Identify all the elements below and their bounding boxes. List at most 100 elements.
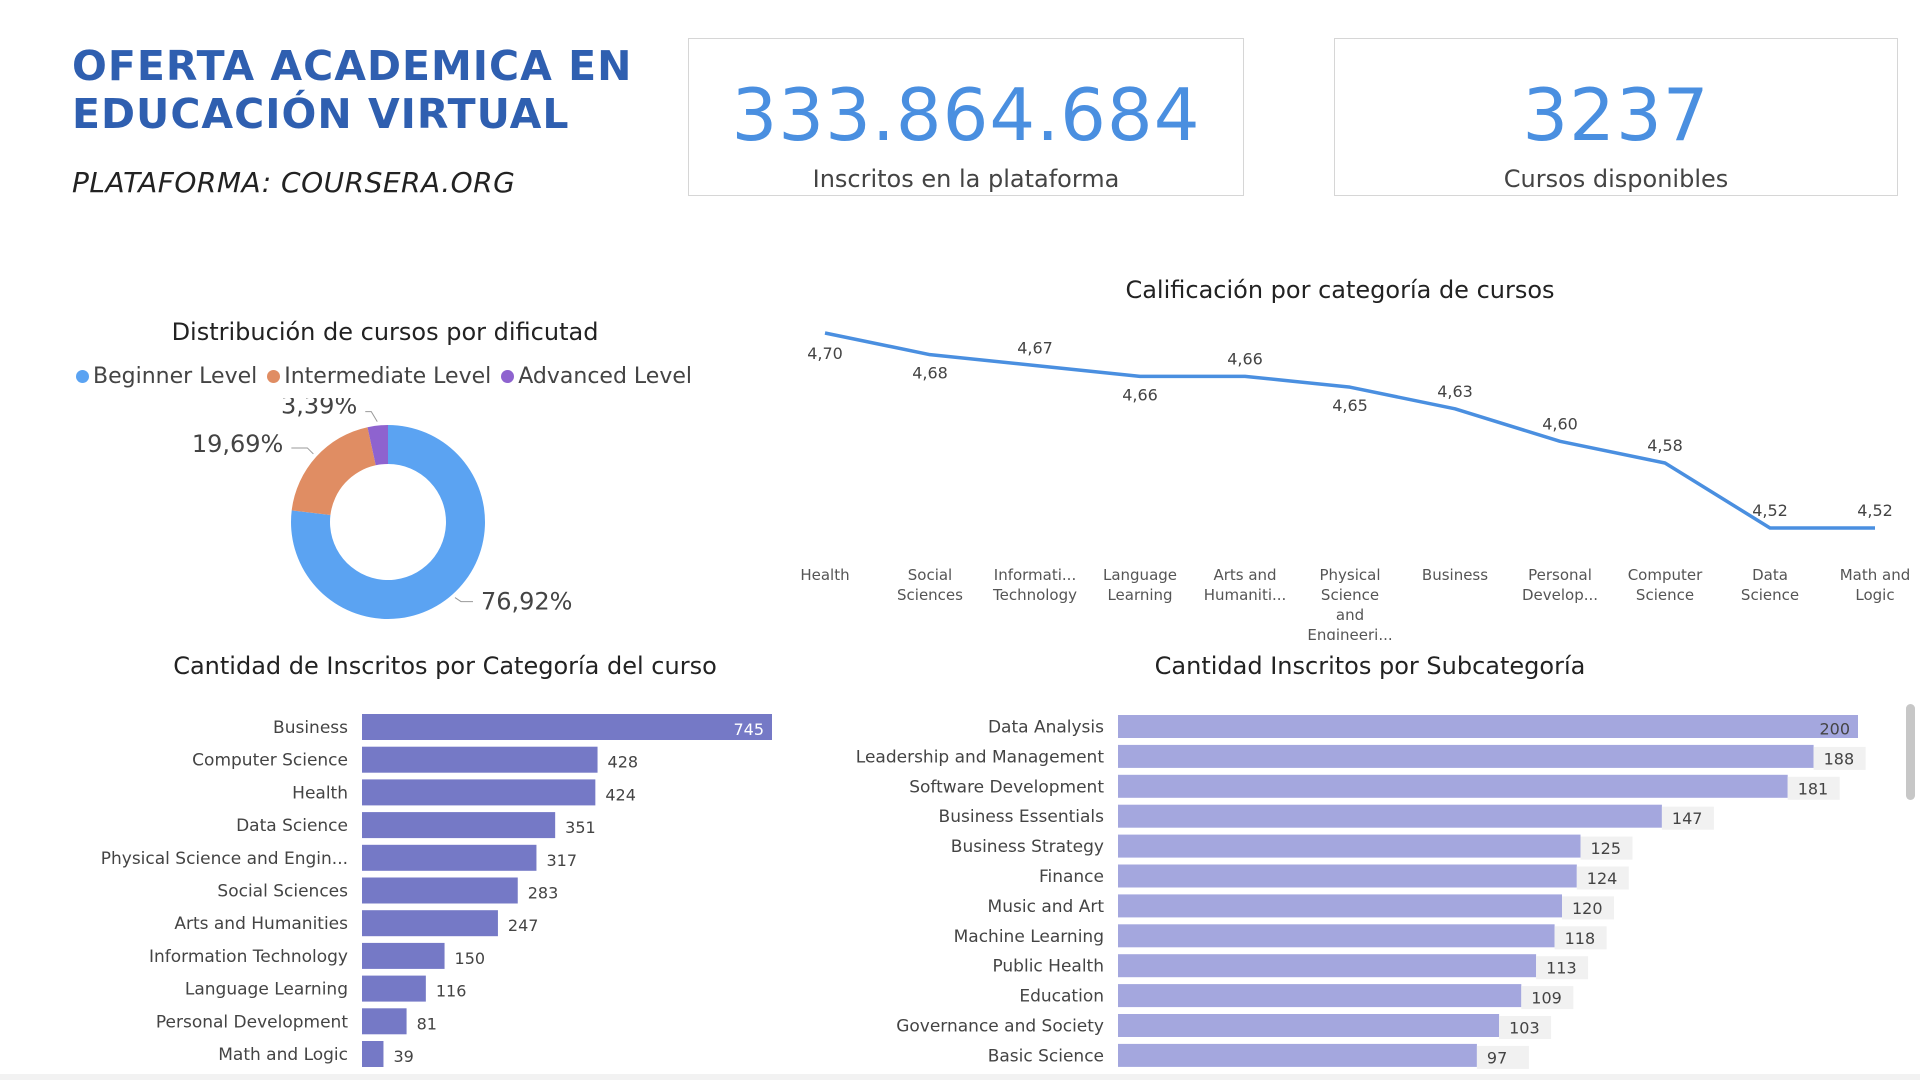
line-x-tick-4: Arts and Humaniti... (1204, 566, 1287, 604)
line-chart-title: Calificación por categoría de cursos (1125, 276, 1555, 304)
bar-value-1: 188 (1824, 749, 1855, 768)
line-data-label-6: 4,63 (1437, 382, 1473, 401)
bar-6[interactable] (362, 910, 498, 937)
bar-7[interactable] (1118, 924, 1555, 948)
bar-value-8: 116 (436, 982, 467, 1001)
bar-label-0: Business (273, 718, 348, 738)
kpi-enrolled-label: Inscritos en la plataforma (812, 165, 1120, 193)
bar-value-9: 81 (417, 1014, 437, 1033)
bar-value-11: 97 (1487, 1048, 1507, 1067)
donut-slice-1[interactable] (291, 427, 376, 516)
bar-value-bg-2 (1787, 776, 1840, 800)
donut-label-1: 19,69% (192, 430, 284, 458)
bar-label-4: Business Strategy (951, 837, 1104, 857)
legend-item-advanced[interactable]: Advanced Level (501, 364, 692, 389)
bar-5[interactable] (1118, 864, 1577, 888)
bar-value-10: 39 (393, 1047, 413, 1066)
bar-label-1: Computer Science (192, 751, 348, 771)
bar-value-6: 247 (508, 916, 539, 935)
bar-9[interactable] (362, 1008, 407, 1035)
line-data-label-1: 4,68 (912, 364, 948, 383)
bar-6[interactable] (1118, 894, 1562, 918)
bar-1[interactable] (362, 746, 598, 773)
kpi-card-enrolled: 333.864.684 Inscritos en la plataforma (688, 38, 1244, 196)
bar-label-11: Basic Science (988, 1046, 1104, 1066)
bar-value-bg-10 (1499, 1016, 1552, 1039)
donut-leader-0 (454, 597, 473, 603)
line-data-label-8: 4,58 (1647, 436, 1683, 455)
line-x-tick-7: Personal Develop... (1522, 566, 1598, 604)
bar-4[interactable] (1118, 834, 1581, 858)
bar-8[interactable] (362, 975, 426, 1002)
line-x-tick-3: Language Learning (1103, 566, 1177, 604)
bar-1[interactable] (1118, 744, 1814, 768)
line-x-tick-0: Health (800, 566, 849, 584)
legend-dot-advanced (501, 370, 515, 383)
bar-10[interactable] (1118, 1014, 1500, 1037)
line-x-tick-10: Math and Logic (1840, 566, 1910, 604)
bar-label-2: Health (292, 783, 348, 803)
donut-chart-title: Distribución de cursos por dificutad (171, 318, 599, 346)
legend-item-intermediate[interactable]: Intermediate Level (267, 364, 491, 389)
bar-label-3: Business Essentials (939, 807, 1105, 827)
bar-5[interactable] (362, 877, 518, 904)
bar-4[interactable] (362, 844, 537, 871)
bar-label-9: Education (1019, 987, 1104, 1007)
bar-label-6: Arts and Humanities (174, 914, 348, 934)
bar-10[interactable] (362, 1041, 384, 1067)
bar-value-9: 109 (1531, 989, 1562, 1008)
donut-slice-2[interactable] (367, 425, 388, 466)
bar-label-6: Music and Art (988, 897, 1105, 917)
bar-label-5: Social Sciences (217, 882, 348, 902)
legend-dot-beginner (76, 370, 89, 383)
bar-value-8: 113 (1546, 959, 1577, 978)
line-series[interactable] (824, 331, 1875, 530)
bar-value-7: 118 (1565, 929, 1596, 948)
donut-slice-0[interactable] (291, 425, 485, 619)
kpi-courses-value: 3237 (1522, 73, 1710, 157)
bar-label-8: Public Health (992, 957, 1104, 977)
bar-3[interactable] (1118, 804, 1662, 828)
legend-item-beginner[interactable]: Beginner Level (76, 364, 257, 389)
dashboard-title: OFERTA ACADEMICA EN EDUCACIÓN VIRTUAL (72, 42, 632, 138)
bottom-strip (0, 1074, 1920, 1080)
title-line-2: EDUCACIÓN VIRTUAL (72, 90, 570, 138)
bar-label-10: Governance and Society (896, 1017, 1104, 1037)
bar-value-3: 147 (1672, 809, 1703, 828)
bar-11[interactable] (1118, 1043, 1477, 1067)
bar-value-0: 745 (733, 720, 764, 739)
bar-3[interactable] (362, 812, 556, 839)
line-chart: 4,70 Health 4,68 Social Sciences 4,67 Informat… (800, 331, 1910, 640)
donut-leader-1 (291, 447, 314, 455)
donut-leader-2 (365, 411, 378, 422)
bar-value-bg-5 (1576, 866, 1629, 890)
bar-0[interactable] (362, 714, 772, 740)
bar-0[interactable] (1118, 715, 1858, 738)
bar-value-2: 424 (605, 785, 636, 804)
bar-2[interactable] (362, 779, 596, 806)
bar-value-bg-8 (1536, 956, 1589, 980)
donut-label-0: 76,92% (481, 588, 573, 616)
line-data-label-3: 4,66 (1122, 385, 1158, 404)
bar-label-7: Information Technology (149, 947, 348, 967)
bar-8[interactable] (1118, 954, 1537, 978)
category-bar-chart: Business 745 Computer Science 428 Health 424 D… (101, 714, 772, 1067)
bar-label-5: Finance (1039, 867, 1104, 887)
line-data-label-10: 4,52 (1857, 501, 1893, 520)
bar-label-0: Data Analysis (988, 718, 1104, 738)
line-x-tick-9: Data Science (1741, 566, 1799, 604)
line-x-tick-6: Business (1422, 566, 1488, 584)
line-data-label-9: 4,52 (1752, 501, 1788, 520)
bar-2[interactable] (1118, 774, 1788, 798)
legend-label-advanced: Advanced Level (518, 364, 692, 389)
bar-label-7: Machine Learning (954, 927, 1104, 947)
line-x-tick-5: Physical Science and Engineeri... (1307, 566, 1392, 640)
bar-value-bg-6 (1562, 896, 1614, 920)
bar-7[interactable] (362, 942, 445, 969)
bar-value-0: 200 (1819, 720, 1850, 739)
subcategory-scrollbar[interactable] (1906, 704, 1915, 800)
bar-label-2: Software Development (909, 777, 1104, 797)
bar-9[interactable] (1118, 984, 1522, 1008)
legend-label-intermediate: Intermediate Level (284, 364, 492, 389)
bar-value-bg-1 (1813, 746, 1866, 770)
